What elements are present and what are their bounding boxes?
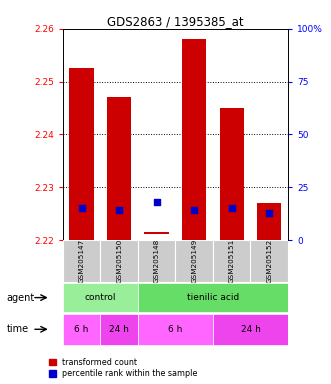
Bar — [63, 314, 100, 345]
Text: 24 h: 24 h — [109, 325, 129, 334]
Text: GSM205148: GSM205148 — [154, 239, 160, 283]
Bar — [257, 203, 281, 240]
Bar — [100, 314, 138, 345]
Legend: transformed count, percentile rank within the sample: transformed count, percentile rank withi… — [47, 356, 199, 380]
Point — [229, 205, 234, 212]
Point — [266, 209, 272, 215]
Bar — [100, 240, 138, 282]
Point — [154, 199, 159, 205]
Text: agent: agent — [7, 293, 35, 303]
Text: GSM205150: GSM205150 — [116, 239, 122, 283]
Bar — [213, 240, 251, 282]
Bar — [70, 68, 94, 240]
Text: GSM205152: GSM205152 — [266, 239, 272, 283]
Bar — [107, 98, 131, 240]
Text: GSM205149: GSM205149 — [191, 239, 197, 283]
Bar — [219, 108, 244, 240]
Text: 24 h: 24 h — [241, 325, 260, 334]
Title: GDS2863 / 1395385_at: GDS2863 / 1395385_at — [107, 15, 244, 28]
Bar — [63, 283, 138, 312]
Text: tienilic acid: tienilic acid — [187, 293, 239, 302]
Point — [117, 207, 122, 214]
Text: 6 h: 6 h — [74, 325, 89, 334]
Text: control: control — [85, 293, 116, 302]
Point — [192, 207, 197, 214]
Text: 6 h: 6 h — [168, 325, 183, 334]
Bar — [182, 39, 207, 240]
Bar — [63, 240, 100, 282]
Text: GSM205147: GSM205147 — [79, 239, 85, 283]
Text: GSM205151: GSM205151 — [229, 239, 235, 283]
Text: time: time — [7, 324, 29, 334]
Bar — [175, 240, 213, 282]
Bar — [138, 314, 213, 345]
Bar — [213, 314, 288, 345]
Bar — [144, 232, 169, 234]
Bar — [138, 240, 175, 282]
Bar — [251, 240, 288, 282]
Point — [79, 205, 84, 212]
Bar — [138, 283, 288, 312]
